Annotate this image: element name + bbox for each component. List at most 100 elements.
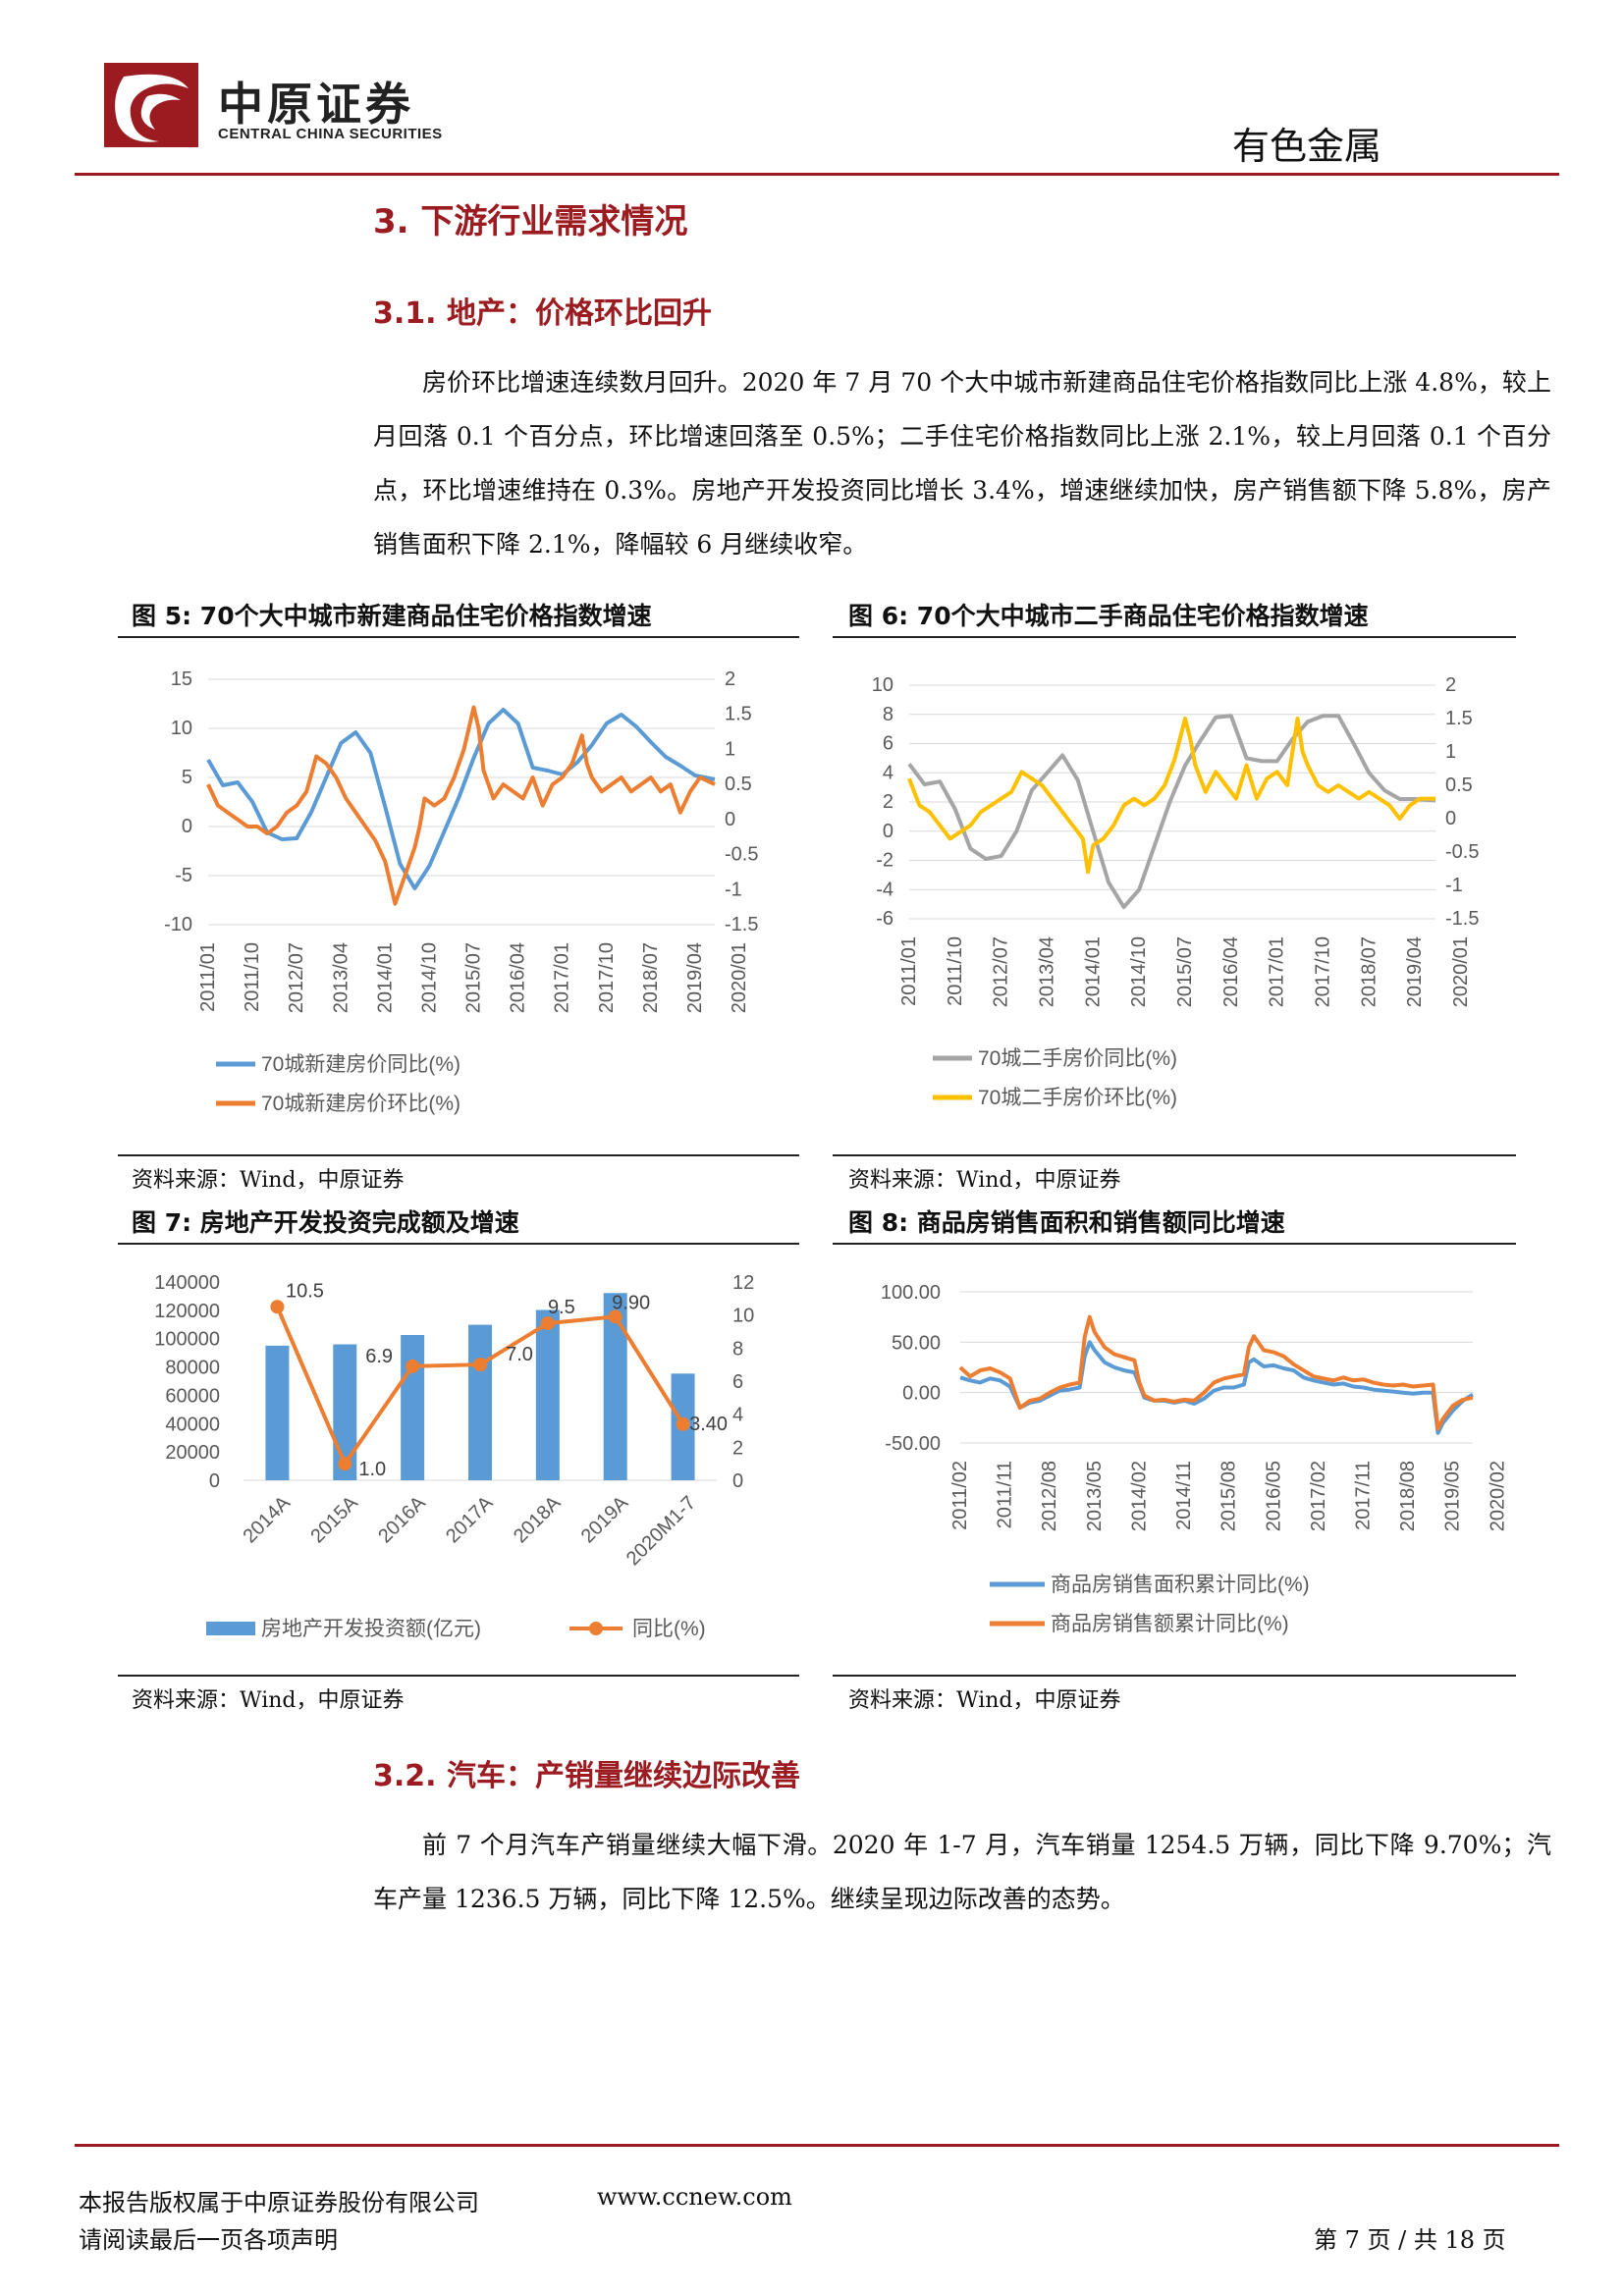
x-tick-label: 2017/10 <box>596 942 618 1013</box>
legend-label: 商品房销售额累计同比(%) <box>1051 1613 1289 1635</box>
y-left-tick-label: 0 <box>209 1470 220 1492</box>
y-right-tick-label: -0.5 <box>725 844 758 866</box>
x-tick-label: 2012/08 <box>1039 1461 1060 1531</box>
footer-page-number: 第 7 页 / 共 18 页 <box>1314 2226 1506 2254</box>
y-left-tick-label: -5 <box>175 865 192 886</box>
figure-8-title: 图 8: 商品房销售面积和销售额同比增速 <box>848 1208 1285 1237</box>
y-right-tick-label: 2 <box>1445 674 1456 696</box>
figure-5-rule-top <box>118 636 799 638</box>
x-tick-label: 2016/05 <box>1263 1461 1284 1531</box>
x-tick-label: 2014/01 <box>1082 936 1104 1007</box>
figure-8-source: 资料来源：Wind，中原证券 <box>848 1688 1121 1713</box>
legend-label: 房地产开发投资额(亿元) <box>261 1618 481 1640</box>
x-tick-label: 2017/01 <box>552 942 573 1013</box>
x-tick-label: 2017/02 <box>1308 1461 1329 1531</box>
x-tick-label: 2011/11 <box>995 1461 1016 1528</box>
section-title: 3. 下游行业需求情况 <box>373 202 688 241</box>
line-point <box>270 1300 285 1314</box>
logo-emblem-icon <box>104 63 198 147</box>
y-right-tick-label: 0.5 <box>1445 774 1473 796</box>
y-tick-label: -50.00 <box>885 1433 941 1455</box>
y-left-tick-label: 140000 <box>154 1272 220 1294</box>
y-right-tick-label: 0 <box>732 1470 743 1492</box>
paragraph-auto: 前 7 个月汽车产销量继续大幅下滑。2020 年 1-7 月，汽车销量 1254… <box>373 1831 1551 1913</box>
figure-6-title: 图 6: 70个大中城市二手商品住宅价格指数增速 <box>848 602 1369 630</box>
line-point <box>338 1457 352 1471</box>
data-label: 3.40 <box>689 1414 728 1435</box>
y-left-tick-label: -4 <box>876 879 893 900</box>
paragraph-property: 房价环比增速连续数月回升。2020 年 7 月 70 个大中城市新建商品住宅价格… <box>373 368 1551 559</box>
x-tick-label: 2012/07 <box>991 936 1012 1007</box>
y-tick-label: 100.00 <box>881 1282 941 1304</box>
x-tick-label: 2019/04 <box>1404 936 1426 1007</box>
y-right-tick-label: 0.5 <box>725 774 752 795</box>
y-left-tick-label: 0 <box>883 821 893 842</box>
y-left-tick-label: 5 <box>182 767 192 788</box>
x-tick-label: 2011/01 <box>197 942 219 1012</box>
x-tick-label: 2015/07 <box>463 942 485 1013</box>
figure-5-title: 图 5: 70个大中城市新建商品住宅价格指数增速 <box>132 602 652 630</box>
y-left-tick-label: 100000 <box>154 1329 220 1351</box>
y-left-tick-label: -6 <box>876 908 893 930</box>
bar <box>468 1324 492 1480</box>
x-tick-label: 2014/01 <box>374 942 396 1013</box>
legend-swatch <box>206 1622 255 1635</box>
x-tick-label: 2011/02 <box>949 1461 971 1530</box>
y-tick-label: 0.00 <box>902 1383 941 1405</box>
footer-url[interactable]: www.ccnew.com <box>597 2183 792 2211</box>
figure-6-rule-top <box>833 636 1516 638</box>
chart-fig7: 140000 120000 100000 80000 60000 40000 20000 0 1… <box>154 1272 754 1640</box>
x-tick-label: 2014/02 <box>1128 1461 1150 1531</box>
figure-5-rule-bottom <box>118 1154 799 1156</box>
line-point <box>608 1309 623 1324</box>
series-line-1 <box>959 1340 1475 1435</box>
figure-8-rule-bottom <box>833 1675 1516 1677</box>
line-point <box>473 1358 487 1372</box>
x-tick-label: 2015/07 <box>1174 936 1196 1007</box>
y-right-tick-label: 2 <box>732 1437 743 1459</box>
x-tick-label: 2020/01 <box>1450 936 1472 1007</box>
y-right-tick-label: 1 <box>725 738 735 760</box>
y-right-tick-label: 4 <box>732 1405 743 1426</box>
x-tick-label: 2012/07 <box>286 942 307 1013</box>
bar <box>603 1293 627 1480</box>
header-rule <box>75 173 1559 176</box>
y-left-tick-label: 80000 <box>165 1358 220 1379</box>
x-tick-label: 2017/01 <box>1267 936 1288 1007</box>
figure-8-rule-top <box>833 1243 1516 1245</box>
x-tick-label: 2014/10 <box>418 942 440 1013</box>
figure-7-rule-bottom <box>118 1675 799 1677</box>
y-right-tick-label: 2 <box>725 668 735 690</box>
legend-label: 70城新建房价环比(%) <box>261 1093 460 1115</box>
series-line-1 <box>206 708 716 890</box>
figure-7-title: 图 7: 房地产开发投资完成额及增速 <box>132 1208 519 1237</box>
figure-6-rule-bottom <box>833 1154 1516 1156</box>
footer-disclaimer: 请阅读最后一页各项声明 <box>79 2226 338 2254</box>
y-left-tick-label: 15 <box>171 668 192 690</box>
y-right-tick-label: -0.5 <box>1445 841 1479 863</box>
y-left-tick-label: 0 <box>182 816 192 837</box>
legend-label: 70城二手房价环比(%) <box>978 1087 1177 1109</box>
y-right-tick-label: -1 <box>1445 875 1463 896</box>
x-tick-label: 2013/05 <box>1084 1461 1106 1531</box>
bar <box>535 1309 560 1480</box>
legend-marker <box>589 1622 603 1635</box>
y-right-tick-label: 12 <box>732 1272 754 1294</box>
y-left-tick-label: 2 <box>883 791 893 813</box>
y-tick-label: 50.00 <box>892 1332 941 1354</box>
y-right-tick-label: 0 <box>725 809 735 830</box>
x-tick-label: 2019/05 <box>1442 1461 1464 1531</box>
data-label: 9.90 <box>612 1292 650 1313</box>
x-tick-label: 2015/08 <box>1218 1461 1240 1531</box>
y-right-tick-label: 8 <box>732 1338 743 1360</box>
y-left-tick-label: 6 <box>883 733 893 755</box>
y-right-tick-label: 6 <box>732 1371 743 1393</box>
x-tick-label: 2017/11 <box>1353 1461 1375 1530</box>
y-right-tick-label: -1 <box>725 879 742 900</box>
legend-label: 70城新建房价同比(%) <box>261 1053 460 1076</box>
series-line-2 <box>958 1314 1474 1431</box>
y-right-tick-label: 1 <box>1445 741 1456 763</box>
figure-7-source: 资料来源：Wind，中原证券 <box>132 1688 405 1713</box>
y-right-tick-label: -1.5 <box>1445 908 1479 930</box>
x-tick-label: 2018/07 <box>640 942 662 1013</box>
